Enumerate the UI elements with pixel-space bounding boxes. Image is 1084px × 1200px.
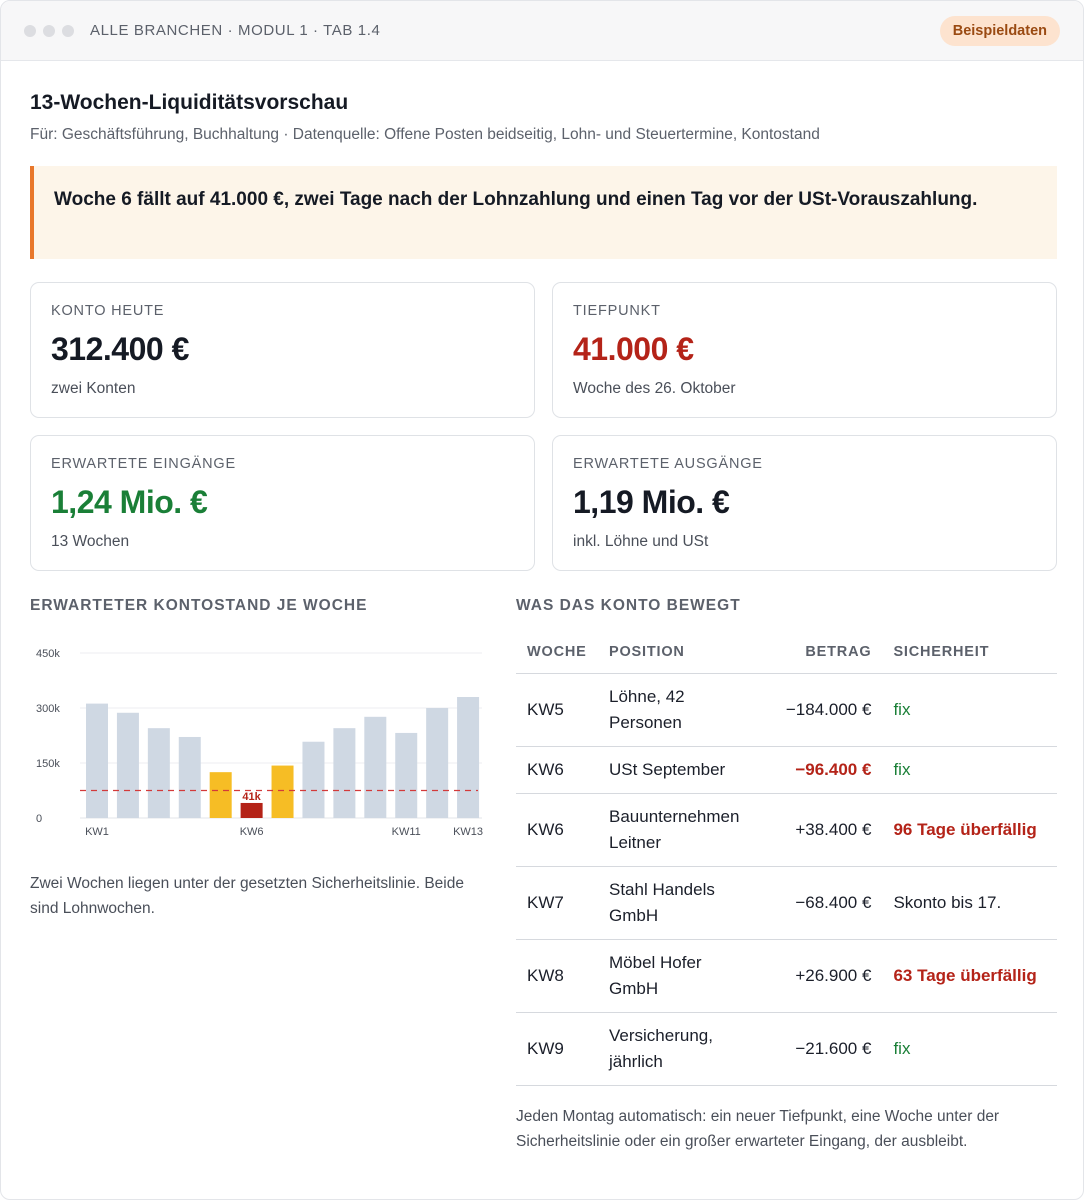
amount-cell: +26.900 € <box>750 939 883 1013</box>
x-tick-label: KW11 <box>392 826 421 838</box>
window-minimize-dot-icon[interactable] <box>43 24 55 37</box>
bar-data-label: 41k <box>242 791 261 803</box>
window-controls <box>24 24 74 37</box>
x-tick-label: KW13 <box>453 826 483 838</box>
page-title: 13-Wochen-Liquiditätsvorschau <box>30 91 349 114</box>
x-tick-label: KW6 <box>240 826 264 838</box>
bar-kw3 <box>147 728 170 818</box>
chart-section-title: ERWARTETER KONTOSTAND JE WOCHE <box>30 597 368 614</box>
certainty-cell: fix <box>882 1012 1057 1086</box>
week-cell: KW8 <box>516 939 598 1013</box>
bar-kw11 <box>395 732 418 818</box>
position-cell: Versicherung, jährlich <box>598 1012 751 1086</box>
titlebar: ALLE BRANCHEN · MODUL 1 · TAB 1.4 Beispi… <box>1 1 1083 61</box>
bar-kw9 <box>333 728 356 818</box>
kpi-card-low-point: TIEFPUNKT 41.000 € Woche des 26. Oktober <box>552 282 1057 418</box>
column-header-amount[interactable]: BETRAG <box>750 631 883 674</box>
kpi-label: KONTO HEUTE <box>51 303 165 319</box>
amount-cell: −21.600 € <box>750 1012 883 1086</box>
kpi-value: 41.000 € <box>573 331 694 367</box>
y-tick-label: 300k <box>36 703 60 715</box>
bar-kw1 <box>86 703 108 818</box>
bar-kw5 <box>209 772 232 818</box>
bar-kw2 <box>116 712 139 818</box>
week-cell: KW6 <box>516 793 598 867</box>
balance-chart-svg: 0 150k 300k 450k KW1 KW6 41k KW11 KW13 <box>36 648 483 838</box>
table-row[interactable]: KW9 Versicherung, jährlich −21.600 € fix <box>516 1012 1057 1086</box>
kpi-card-outflows: ERWARTETE AUSGÄNGE 1,19 Mio. € inkl. Löh… <box>552 435 1057 571</box>
certainty-cell: 96 Tage überfällig <box>882 793 1057 867</box>
table-body: KW5 Löhne, 42 Personen −184.000 € fix KW6 USt… <box>516 673 1057 1086</box>
amount-cell: −184.000 € <box>750 673 883 747</box>
kpi-value: 312.400 € <box>51 331 189 367</box>
kpi-sub: Woche des 26. Oktober <box>573 380 736 397</box>
x-tick-label: KW1 <box>85 826 109 838</box>
table-row[interactable]: KW6 Bauunternehmen Leitner +38.400 €96 Tag… <box>516 793 1057 867</box>
bar-kw4 <box>178 736 201 818</box>
sample-data-badge: Beispieldaten <box>939 16 1060 46</box>
week-cell: KW9 <box>516 1012 598 1086</box>
balance-chart: 0 150k 300k 450k KW1 KW6 41k KW11 KW13 <box>30 641 490 851</box>
alert-callout: Woche 6 fällt auf 41.000 €, zwei Tage na… <box>30 166 1057 259</box>
kpi-sub: inkl. Löhne und USt <box>573 533 709 550</box>
bar-kw10 <box>364 716 387 818</box>
certainty-cell: fix <box>882 746 1057 794</box>
amount-cell: −68.400 € <box>750 866 883 940</box>
bar-kw8 <box>302 741 325 818</box>
breadcrumb: ALLE BRANCHEN · MODUL 1 · TAB 1.4 <box>90 22 381 39</box>
amount-cell: +38.400 € <box>750 793 883 867</box>
position-cell: USt September <box>598 746 751 794</box>
table-row[interactable]: KW8 Möbel Hofer GmbH +26.900 €63 Tage über… <box>516 939 1057 1013</box>
window-zoom-dot-icon[interactable] <box>62 24 74 37</box>
column-header-certainty[interactable]: SICHERHEIT <box>882 631 1057 674</box>
chart-note: Zwei Wochen liegen unter der gesetzten S… <box>30 875 464 917</box>
position-cell: Möbel Hofer GmbH <box>598 939 751 1013</box>
page-subtitle: Für: Geschäftsführung, Buchhaltung · Dat… <box>30 126 820 143</box>
certainty-cell: 63 Tage überfällig <box>882 939 1057 1013</box>
table-note: Jeden Montag automatisch: ein neuer Tief… <box>516 1108 1000 1150</box>
bar-kw7 <box>271 765 294 818</box>
column-header-position[interactable]: POSITION <box>598 631 751 674</box>
table-section-title: WAS DAS KONTO BEWEGT <box>516 597 741 614</box>
bar-kw12 <box>426 708 449 818</box>
position-cell: Stahl Handels GmbH <box>598 866 751 940</box>
kpi-value: 1,19 Mio. € <box>573 484 730 520</box>
certainty-cell: Skonto bis 17. <box>882 866 1057 940</box>
position-cell: Löhne, 42 Personen <box>598 673 751 747</box>
kpi-card-balance: KONTO HEUTE 312.400 € zwei Konten <box>30 282 535 418</box>
kpi-label: ERWARTETE AUSGÄNGE <box>573 456 763 472</box>
table-row[interactable]: KW7 Stahl Handels GmbH −68.400 € Skonto bis… <box>516 866 1057 940</box>
position-cell: Bauunternehmen Leitner <box>598 793 751 867</box>
kpi-card-inflows: ERWARTETE EINGÄNGE 1,24 Mio. € 13 Wochen <box>30 435 535 571</box>
kpi-label: TIEFPUNKT <box>573 303 661 319</box>
table-header-row: WOCHE POSITION BETRAG SICHERHEIT <box>516 631 1057 674</box>
movements-table: WOCHE POSITION BETRAG SICHERHEIT KW5 Löhn… <box>516 631 1057 1086</box>
table-row[interactable]: KW6 USt September −96.400 € fix <box>516 746 1057 794</box>
bar-kw6 <box>240 802 263 818</box>
week-cell: KW7 <box>516 866 598 940</box>
y-tick-label: 150k <box>36 758 60 770</box>
table-row[interactable]: KW5 Löhne, 42 Personen −184.000 € fix <box>516 673 1057 747</box>
kpi-value: 1,24 Mio. € <box>51 484 208 520</box>
column-header-week[interactable]: WOCHE <box>516 631 598 674</box>
kpi-label: ERWARTETE EINGÄNGE <box>51 456 236 472</box>
kpi-sub: zwei Konten <box>51 380 136 397</box>
amount-cell: −96.400 € <box>750 746 883 794</box>
y-tick-label: 450k <box>36 648 60 660</box>
week-cell: KW6 <box>516 746 598 794</box>
kpi-sub: 13 Wochen <box>51 533 130 550</box>
window-close-dot-icon[interactable] <box>24 24 36 37</box>
y-tick-label: 0 <box>36 813 42 825</box>
certainty-cell: fix <box>882 673 1057 747</box>
week-cell: KW5 <box>516 673 598 747</box>
bar-kw13 <box>457 697 480 818</box>
